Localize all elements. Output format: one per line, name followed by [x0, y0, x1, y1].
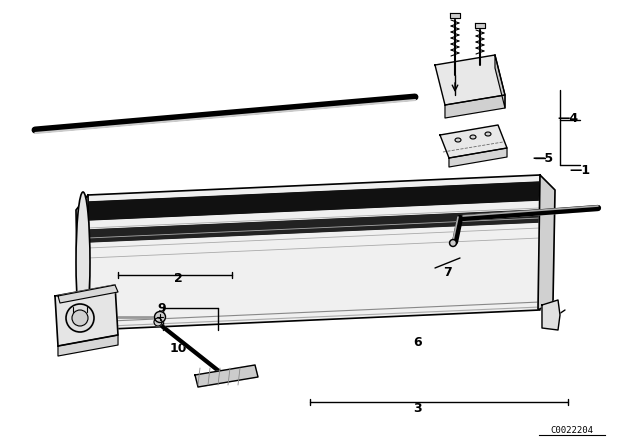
Circle shape — [154, 318, 162, 326]
Text: —5: —5 — [532, 151, 554, 164]
Ellipse shape — [455, 138, 461, 142]
Text: 2: 2 — [173, 271, 182, 284]
Circle shape — [451, 241, 455, 245]
Polygon shape — [55, 285, 118, 346]
Text: 10: 10 — [169, 341, 187, 354]
Polygon shape — [195, 365, 258, 387]
Text: 3: 3 — [413, 401, 422, 414]
Text: 8: 8 — [93, 298, 102, 311]
Circle shape — [449, 240, 456, 246]
Ellipse shape — [470, 135, 476, 139]
Polygon shape — [88, 175, 540, 330]
Circle shape — [154, 311, 166, 323]
Polygon shape — [449, 148, 507, 167]
Text: 6: 6 — [413, 336, 422, 349]
Polygon shape — [445, 95, 505, 118]
Polygon shape — [58, 285, 118, 303]
Text: —1: —1 — [570, 164, 591, 177]
Polygon shape — [58, 335, 118, 356]
Polygon shape — [495, 55, 505, 108]
Circle shape — [66, 304, 94, 332]
Polygon shape — [542, 300, 560, 330]
Polygon shape — [475, 23, 485, 28]
Text: 7: 7 — [444, 266, 452, 279]
Text: 9: 9 — [157, 302, 166, 314]
Polygon shape — [450, 13, 460, 18]
Polygon shape — [435, 55, 505, 105]
Ellipse shape — [76, 192, 90, 332]
Text: c: c — [483, 73, 489, 83]
Polygon shape — [88, 182, 540, 220]
Ellipse shape — [485, 132, 491, 136]
Text: —4: —4 — [557, 112, 579, 125]
Polygon shape — [440, 125, 507, 158]
Polygon shape — [76, 195, 90, 330]
Polygon shape — [88, 210, 540, 242]
Circle shape — [72, 310, 88, 326]
Text: C0022204: C0022204 — [550, 426, 593, 435]
Polygon shape — [538, 175, 555, 310]
